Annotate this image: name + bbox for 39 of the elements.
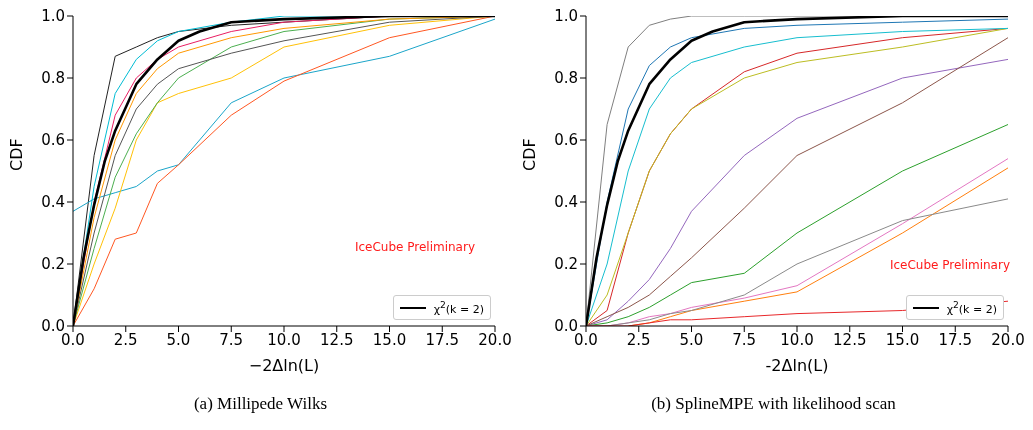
line-series — [73, 18, 495, 212]
annotation: IceCube Preliminary — [354, 240, 475, 254]
x-tick-label: 20.0 — [991, 330, 1025, 349]
x-tick-label: 7.5 — [732, 330, 757, 349]
x-tick-label: 15.0 — [372, 330, 407, 349]
x-tick-label: 17.5 — [425, 330, 459, 349]
x-axis-title: -2Δln(L) — [765, 356, 829, 375]
y-tick-label: 1.0 — [41, 7, 65, 26]
x-tick-label: 17.5 — [938, 330, 972, 349]
y-tick-label: 1.0 — [554, 7, 578, 26]
y-tick-label: 0.2 — [41, 255, 65, 274]
text: (a) Millipede Wilks — [192, 394, 329, 414]
y-tick-label: 0.6 — [41, 131, 65, 150]
y-tick-label: 0.4 — [41, 193, 65, 212]
x-tick-label: 15.0 — [885, 330, 920, 349]
y-tick-label: 0.2 — [554, 255, 578, 274]
x-tick-label: 20.0 — [478, 330, 512, 349]
x-tick-label: 5.0 — [679, 330, 704, 349]
x-tick-label: 7.5 — [219, 330, 244, 349]
text: (b) SplineMPE with likelihood scan — [650, 394, 897, 414]
x-tick-label: 12.5 — [320, 330, 354, 349]
y-axis-title: CDF — [6, 138, 26, 171]
x-tick-label: 10.0 — [780, 330, 814, 349]
x-tick-label: 0.0 — [61, 330, 85, 349]
y-tick-label: 0.8 — [554, 69, 578, 88]
x-tick-label: 5.0 — [166, 330, 191, 349]
x-tick-label: 2.5 — [626, 330, 651, 349]
x-axis-title: −2Δln(L) — [248, 356, 320, 375]
x-tick-label: 2.5 — [113, 330, 138, 349]
legend-label: χ$^{2}$(k = 2) — [946, 299, 997, 316]
y-tick-label: 0.8 — [41, 69, 65, 88]
y-tick-label: 0.6 — [554, 131, 578, 150]
x-tick-label: 12.5 — [833, 330, 867, 349]
x-tick-label: 10.0 — [267, 330, 301, 349]
annotation: IceCube Preliminary — [889, 258, 1010, 272]
y-tick-label: 0.4 — [554, 193, 578, 212]
y-axis-title: CDF — [519, 138, 539, 171]
x-tick-label: 0.0 — [574, 330, 598, 349]
legend-label: χ$^{2}$(k = 2) — [433, 299, 484, 316]
